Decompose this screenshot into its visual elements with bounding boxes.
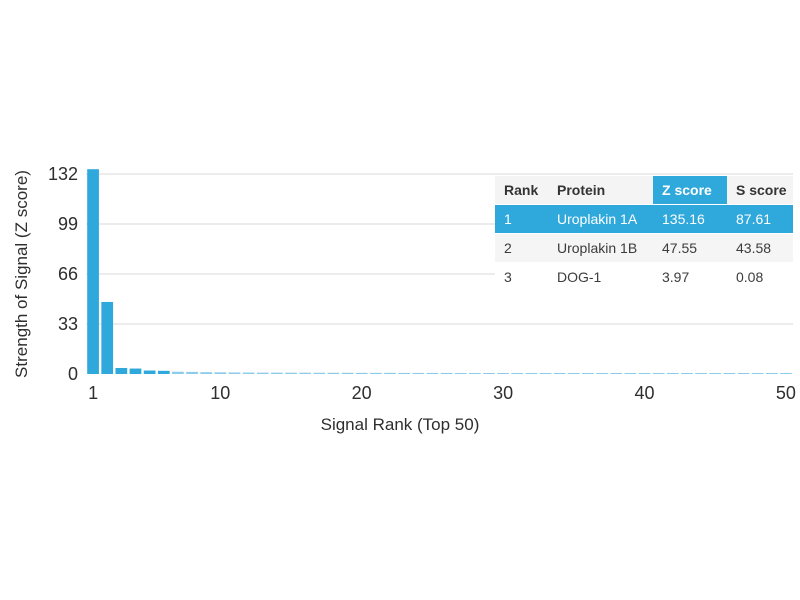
- bar-rank-25: [426, 372, 439, 374]
- cell-protein: DOG-1: [548, 262, 653, 291]
- bar-rank-44: [695, 373, 707, 374]
- bar-rank-32: [525, 373, 538, 374]
- y-tick-label-99: 99: [58, 214, 78, 234]
- bar-rank-9: [200, 372, 213, 374]
- bar-rank-49: [765, 373, 778, 374]
- x-tick-label-30: 30: [493, 383, 513, 403]
- bar-rank-13: [256, 372, 269, 374]
- bar-rank-15: [285, 372, 297, 374]
- bar-rank-6: [157, 370, 170, 374]
- bar-rank-46: [723, 373, 736, 374]
- table-row-rank-2[interactable]: 2 Uroplakin 1B 47.55 43.58: [495, 233, 793, 263]
- table-row-rank-1[interactable]: 1 Uroplakin 1A 135.16 87.61: [495, 204, 793, 234]
- bar-rank-41: [652, 373, 665, 374]
- bar-rank-30: [497, 373, 509, 374]
- bar-rank-17: [313, 372, 326, 374]
- column-header-s-score[interactable]: S score: [727, 176, 793, 205]
- bar-rank-37: [596, 373, 608, 374]
- bar-rank-12: [242, 372, 255, 374]
- bar-rank-22: [384, 372, 396, 374]
- bar-rank-39: [624, 373, 637, 374]
- cell-z_score: 47.55: [653, 233, 727, 263]
- bar-rank-2: [101, 301, 114, 374]
- bar-rank-47: [737, 373, 750, 374]
- x-tick-label-40: 40: [634, 383, 654, 403]
- bar-rank-38: [610, 373, 623, 374]
- cell-z_score: 3.97: [653, 262, 727, 291]
- bar-rank-28: [468, 373, 481, 374]
- bar-rank-4: [129, 368, 142, 374]
- column-header-protein[interactable]: Protein: [548, 176, 653, 205]
- bar-rank-50: [780, 373, 792, 374]
- bar-rank-48: [751, 373, 764, 374]
- column-header-z-score[interactable]: Z score: [653, 176, 727, 205]
- bar-rank-16: [299, 372, 312, 374]
- y-tick-label-132: 132: [48, 164, 78, 184]
- cell-z_score: 135.16: [653, 204, 727, 234]
- bar-rank-1: [87, 169, 99, 374]
- y-axis-title: Strength of Signal (Z score): [12, 170, 31, 378]
- cell-rank: 2: [495, 233, 548, 263]
- bar-rank-35: [567, 373, 580, 374]
- column-header-rank[interactable]: Rank: [495, 176, 548, 205]
- x-axis-title: Signal Rank (Top 50): [320, 415, 480, 434]
- bar-rank-45: [709, 373, 722, 374]
- bar-rank-33: [539, 373, 552, 374]
- x-tick-label-20: 20: [352, 383, 372, 403]
- bar-rank-42: [666, 373, 679, 374]
- bar-rank-19: [341, 372, 354, 374]
- bar-rank-14: [271, 372, 283, 374]
- x-tick-label-10: 10: [210, 383, 230, 403]
- cell-s_score: 43.58: [727, 233, 793, 263]
- bar-rank-26: [440, 372, 453, 374]
- bar-rank-36: [582, 373, 594, 374]
- bar-rank-3: [115, 367, 128, 374]
- y-tick-label-66: 66: [58, 264, 78, 284]
- bar-rank-8: [186, 371, 198, 374]
- bar-rank-11: [228, 372, 241, 374]
- bar-rank-24: [412, 372, 425, 374]
- bar-rank-20: [355, 372, 368, 374]
- y-tick-label-33: 33: [58, 314, 78, 334]
- x-tick-label-1: 1: [88, 383, 98, 403]
- bar-rank-10: [214, 372, 227, 374]
- cell-protein: Uroplakin 1A: [548, 204, 653, 234]
- cell-s_score: 0.08: [727, 262, 793, 291]
- bar-rank-18: [327, 372, 340, 374]
- bar-rank-34: [553, 373, 566, 374]
- x-tick-label-50: 50: [776, 383, 796, 403]
- bar-rank-7: [172, 371, 184, 374]
- table-row-rank-3[interactable]: 3 DOG-1 3.97 0.08: [495, 262, 793, 291]
- table-header-row: Rank Protein Z score S score: [495, 176, 793, 205]
- protein-rank-table: Rank Protein Z score S score 1 Uroplakin 1A 1…: [495, 176, 793, 291]
- y-tick-label-0: 0: [68, 364, 78, 384]
- bar-rank-23: [398, 372, 411, 374]
- bar-rank-21: [370, 372, 382, 374]
- bar-rank-43: [681, 373, 693, 374]
- cell-rank: 1: [495, 204, 548, 234]
- bar-rank-40: [638, 373, 651, 374]
- bar-rank-27: [454, 373, 467, 374]
- cell-protein: Uroplakin 1B: [548, 233, 653, 263]
- bar-rank-31: [511, 373, 524, 374]
- bar-rank-5: [143, 370, 156, 374]
- bar-rank-29: [483, 373, 495, 374]
- cell-s_score: 87.61: [727, 204, 793, 234]
- cell-rank: 3: [495, 262, 548, 291]
